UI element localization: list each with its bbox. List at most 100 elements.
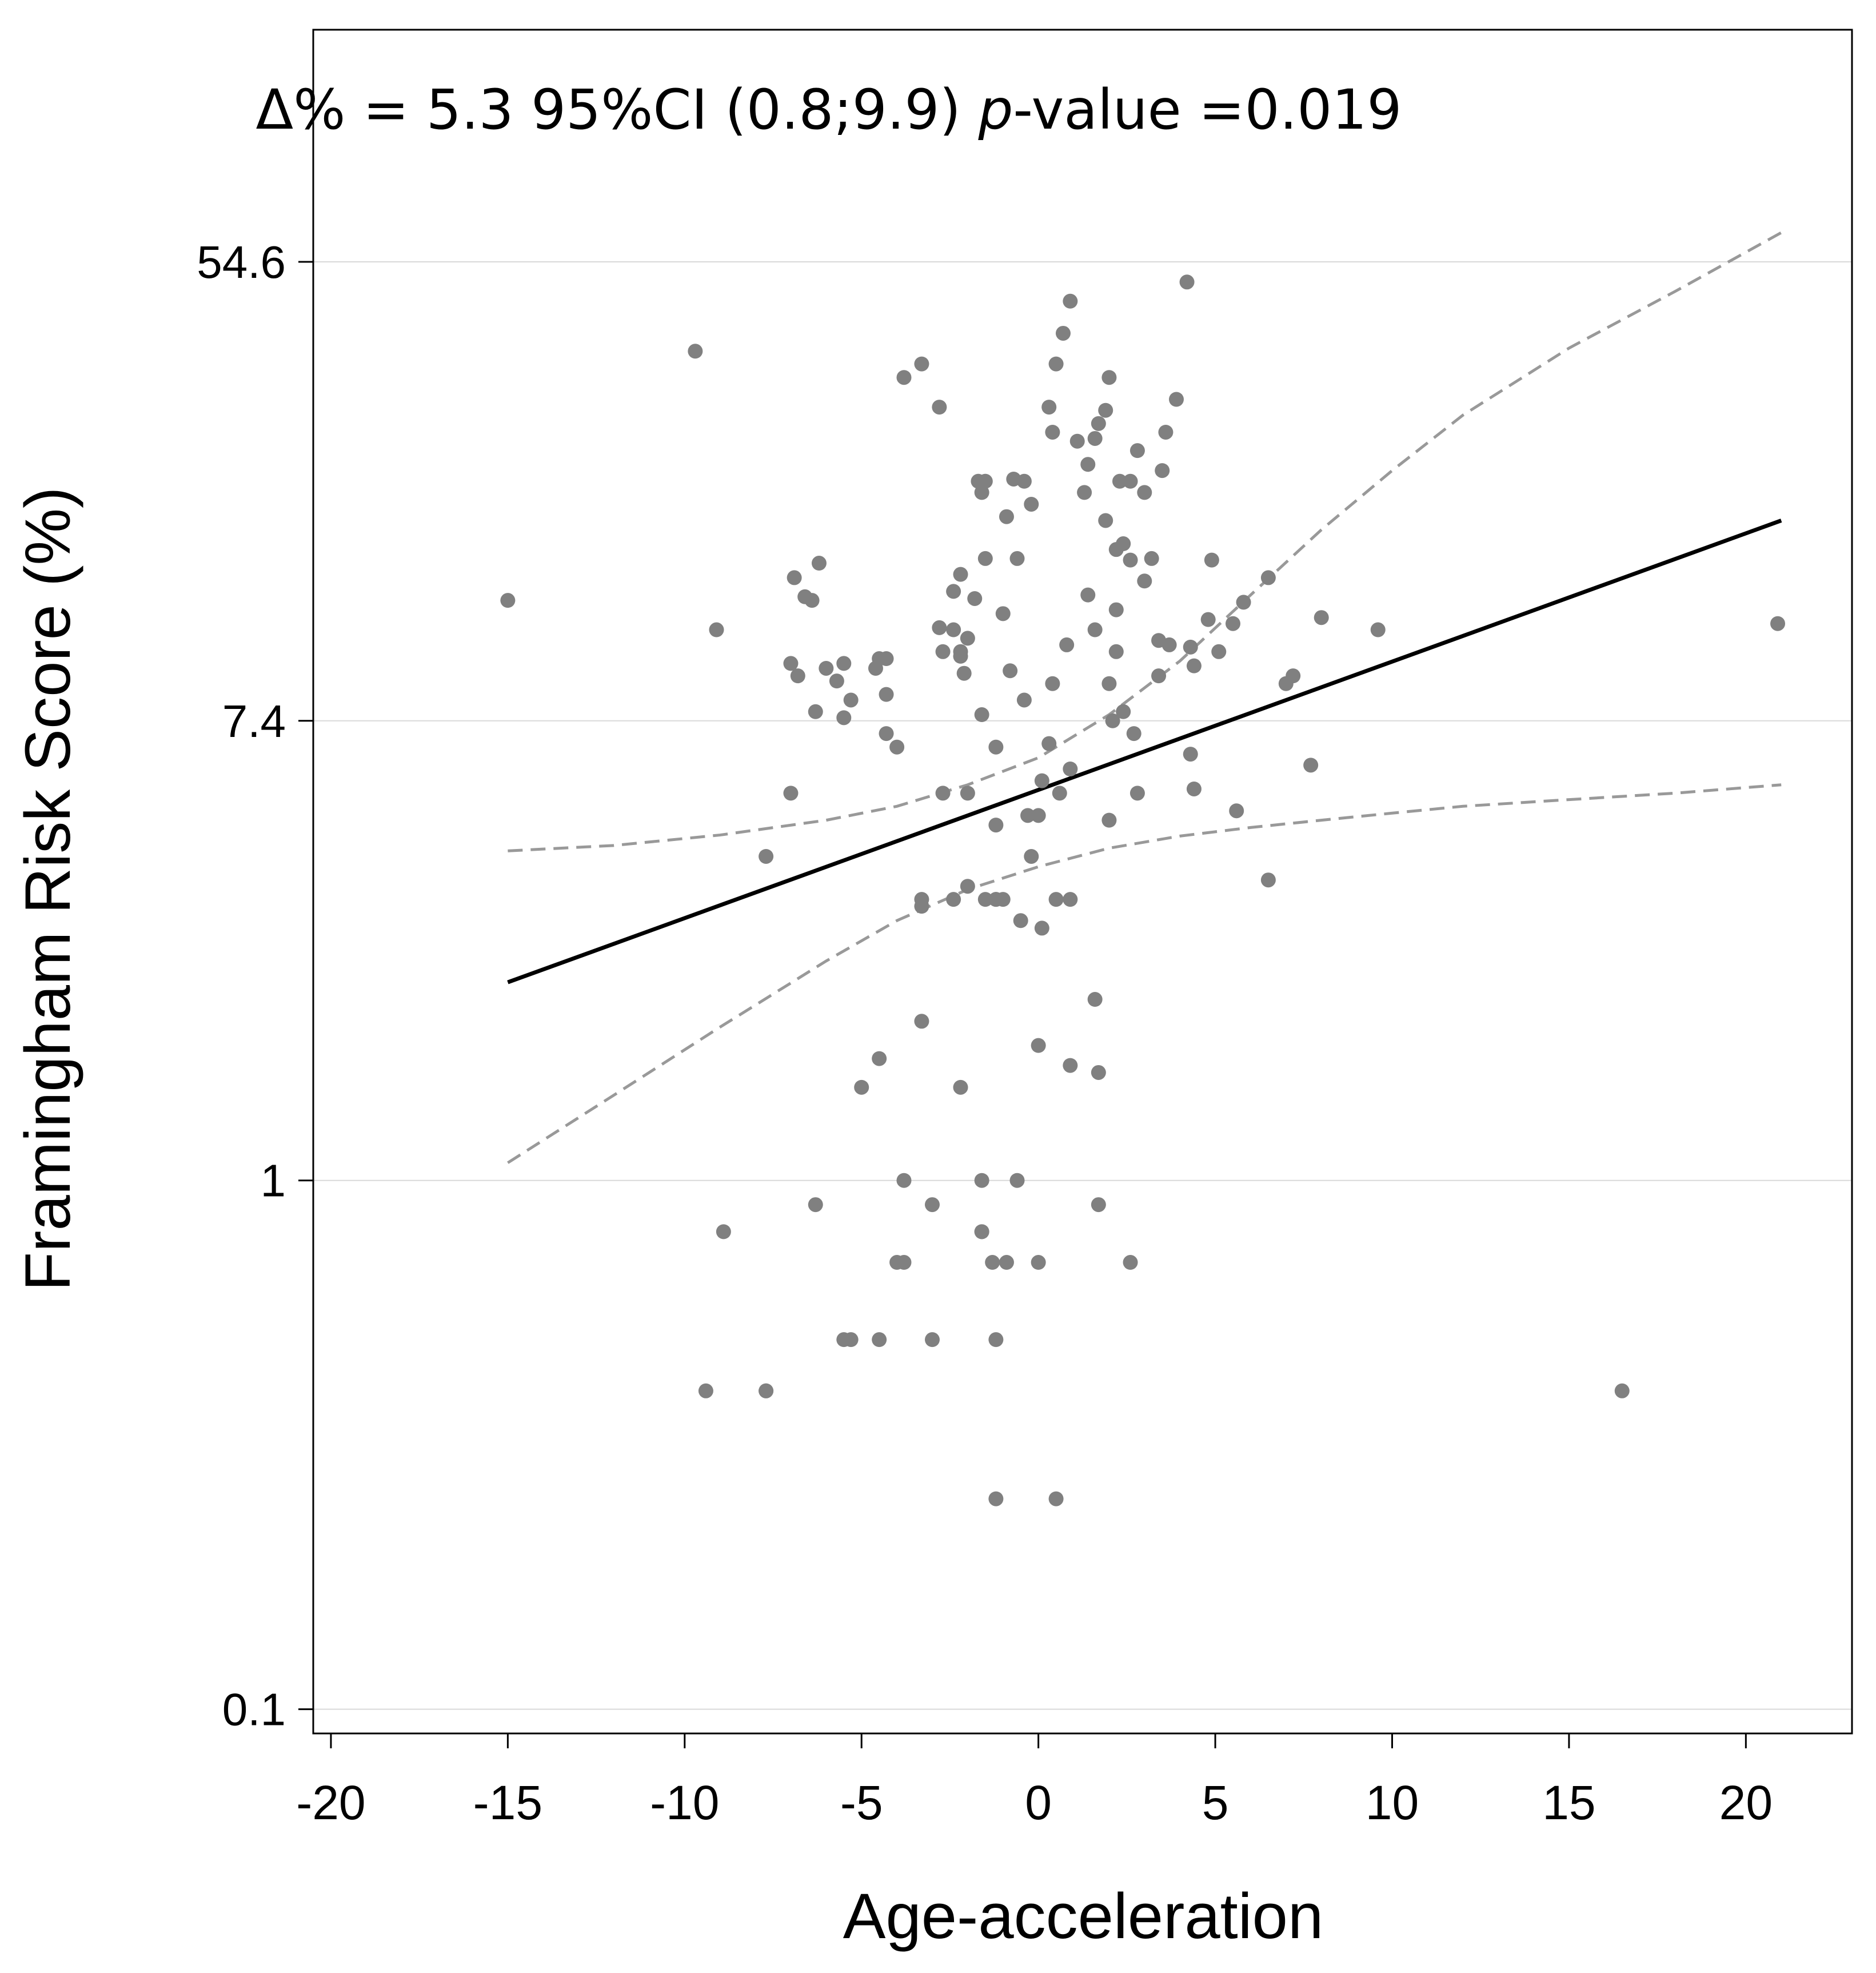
data-point (1031, 808, 1046, 823)
data-point (1286, 668, 1301, 684)
data-point (1087, 622, 1103, 637)
data-point (1101, 812, 1117, 828)
data-point (1016, 692, 1032, 708)
data-point (1158, 424, 1174, 440)
data-point (914, 356, 929, 372)
effect-annotation: Δ% = 5.3 95%CI (0.8;9.9) p-value =0.019 (256, 78, 1402, 142)
x-tick-label: 0 (1025, 1776, 1052, 1829)
data-point (1108, 602, 1124, 617)
data-point (1063, 293, 1078, 309)
data-point (1137, 573, 1152, 589)
x-tick-label: -20 (296, 1776, 365, 1829)
data-point (1098, 513, 1113, 528)
data-point (1041, 400, 1057, 415)
data-point (872, 1332, 887, 1348)
data-point (977, 892, 993, 907)
data-point (1009, 551, 1025, 566)
data-point (935, 644, 951, 659)
data-point (1101, 676, 1117, 691)
data-point (967, 591, 983, 606)
data-point (1123, 552, 1138, 568)
y-tick-label: 7.4 (222, 696, 286, 747)
data-point (1116, 704, 1131, 719)
regression-fit (507, 519, 1782, 984)
data-point (1226, 616, 1241, 631)
data-point (1098, 402, 1113, 418)
data-point (787, 570, 802, 585)
data-point (924, 1332, 940, 1348)
data-point (1614, 1383, 1630, 1398)
data-point (914, 899, 929, 914)
data-point (988, 818, 1004, 833)
data-point (836, 656, 852, 671)
data-point (1031, 1255, 1046, 1270)
data-point (914, 1014, 929, 1029)
data-point (1204, 552, 1219, 568)
data-point (1123, 473, 1138, 489)
data-point (1186, 781, 1202, 796)
data-point (974, 1173, 989, 1188)
data-point (698, 1383, 713, 1398)
data-point (1048, 1491, 1064, 1506)
data-point (1314, 610, 1329, 625)
data-point (1045, 676, 1060, 691)
data-point (783, 786, 799, 801)
data-point (1034, 920, 1049, 936)
data-point (1211, 644, 1227, 659)
data-point (1183, 639, 1198, 655)
data-point (1045, 424, 1060, 440)
x-tick-label: 5 (1202, 1776, 1229, 1829)
data-point (829, 673, 844, 689)
data-point (804, 593, 820, 608)
data-point (790, 668, 805, 684)
data-point (896, 370, 912, 385)
ci-lower-line (507, 783, 1782, 1164)
data-point (1063, 1058, 1078, 1073)
data-point (1059, 637, 1075, 652)
data-point (1105, 713, 1120, 728)
data-point (759, 848, 774, 864)
data-point (960, 879, 975, 894)
fit-line (507, 519, 1782, 984)
data-point (811, 556, 827, 571)
data-point (1091, 1197, 1106, 1213)
x-tick-label: 20 (1719, 1776, 1773, 1829)
data-point (1024, 848, 1039, 864)
data-point (1108, 542, 1124, 557)
y-axis-title: Framingham Risk Score (%) (12, 487, 83, 1292)
data-point (1370, 622, 1386, 637)
x-tick-label: 10 (1366, 1776, 1419, 1829)
x-axis-title: Age-acceleration (843, 1880, 1324, 1952)
data-point (1200, 612, 1216, 627)
data-point (960, 786, 975, 801)
data-point (783, 656, 799, 671)
data-point (999, 509, 1014, 524)
data-point (896, 1173, 912, 1188)
data-point (1020, 808, 1036, 823)
data-point (956, 665, 972, 681)
data-point (1168, 392, 1184, 407)
data-point (1144, 551, 1159, 566)
x-axis: -20 -15 -10 -5 0 5 10 15 20 (296, 1733, 1773, 1829)
data-point (1080, 587, 1096, 603)
data-point (1151, 668, 1167, 684)
data-point (974, 707, 989, 723)
data-point (759, 1383, 774, 1398)
annotation-prefix: Δ% = 5.3 95%CI (0.8;9.9) (256, 78, 979, 142)
data-point (988, 1332, 1004, 1348)
data-point (1013, 913, 1028, 928)
data-point (1155, 463, 1170, 479)
data-point (1260, 570, 1276, 585)
data-point (924, 1197, 940, 1213)
data-point (879, 726, 894, 742)
data-point (1183, 747, 1198, 762)
data-point (1129, 443, 1145, 459)
data-point (688, 344, 703, 359)
data-point (1063, 762, 1078, 777)
data-point (999, 1255, 1014, 1270)
data-point (1024, 496, 1039, 512)
data-point (1016, 473, 1032, 489)
data-point (988, 739, 1004, 755)
data-point (1129, 786, 1145, 801)
